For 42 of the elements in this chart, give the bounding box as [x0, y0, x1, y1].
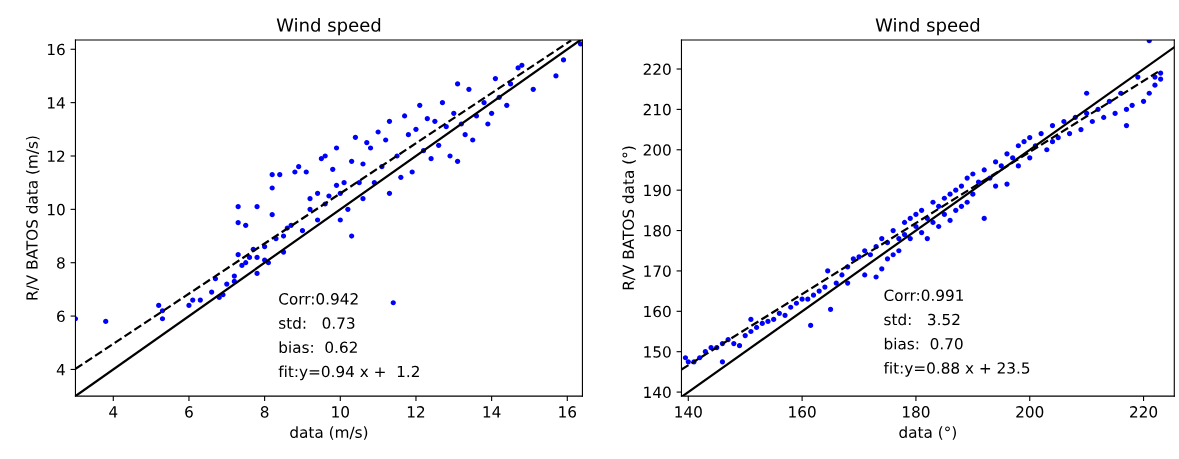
y-tick-label: 170 — [644, 265, 671, 277]
annotation: fit:y=0.88 x + 23.5 — [883, 361, 1030, 377]
y-tick-label: 200 — [643, 144, 671, 156]
y-axis-title: R/V BATOS data (m/s) — [25, 136, 40, 300]
y-tick-label: 180 — [644, 225, 671, 237]
x-tick-label: 6 — [185, 406, 193, 418]
annotation: Corr:0.991 — [884, 289, 964, 302]
annotation: std: 3.52 — [884, 313, 960, 326]
y-tick-label: 150 — [644, 346, 671, 358]
x-tick-label: 12 — [407, 406, 425, 418]
annotation: bias: 0.70 — [884, 337, 963, 350]
y-tick-label: 220 — [643, 63, 671, 76]
x-tick-label: 180 — [903, 406, 930, 418]
y-tick-label: 8 — [57, 257, 65, 269]
y-tick-label: 16 — [47, 43, 65, 56]
x-tick-label: 10 — [332, 406, 349, 418]
chart-title: Wind speed — [875, 17, 980, 36]
annotation: bias: 0.62 — [279, 341, 357, 354]
y-tick-label: 10 — [47, 203, 65, 216]
x-tick-label: 16 — [559, 406, 577, 418]
y-tick-label: 160 — [644, 305, 671, 318]
x-tick-label: 140 — [675, 406, 702, 418]
chart-title: Wind speed — [276, 17, 381, 36]
y-tick-label: 12 — [47, 150, 65, 162]
y-tick-label: 210 — [643, 103, 671, 116]
y-tick-label: 14 — [47, 97, 65, 109]
annotation: fit:y=0.94 x + 1.2 — [278, 365, 419, 381]
y-tick-label: 140 — [644, 386, 671, 399]
y-axis-title: R/V BATOS data (°) — [622, 146, 636, 290]
y-tick-label: 4 — [56, 364, 65, 376]
y-tick-label: 190 — [644, 184, 671, 197]
x-tick-label: 220 — [1130, 406, 1158, 418]
x-tick-label: 14 — [483, 406, 501, 418]
x-tick-label: 4 — [109, 406, 118, 418]
x-axis-title: data (°) — [899, 426, 956, 440]
x-tick-label: 200 — [1016, 406, 1044, 418]
x-tick-label: 8 — [260, 406, 269, 418]
x-axis-title: data (m/s) — [290, 426, 368, 440]
x-tick-label: 160 — [789, 406, 816, 418]
y-tick-label: 6 — [57, 310, 65, 323]
annotation: std: 0.73 — [279, 317, 355, 329]
annotation: Corr:0.942 — [279, 293, 358, 305]
